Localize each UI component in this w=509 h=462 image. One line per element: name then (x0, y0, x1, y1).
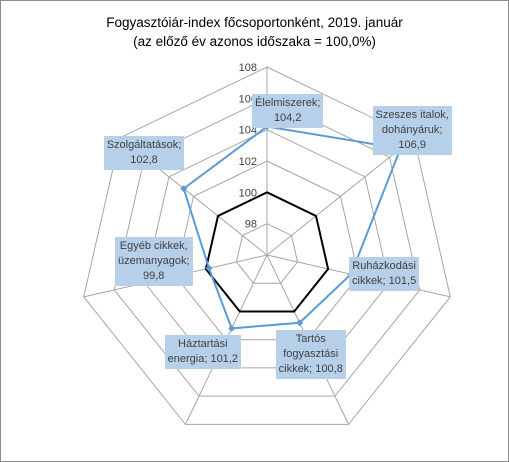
data-label-line: cikkek; 101,5 (352, 275, 417, 288)
data-label-line: Ruházkodási (352, 260, 416, 273)
data-label-line: Tartós (295, 332, 326, 345)
grid-ring (144, 129, 390, 369)
data-label-line: 99,8 (143, 270, 165, 283)
data-label: Szeszes italok, dohányáruk; 106,9 (372, 105, 452, 155)
chart-title: Fogyasztóiár-index főcsoportonként, 2019… (1, 13, 508, 51)
data-label-line: Szolgáltatások; (106, 138, 182, 151)
chart-title-line2: (az előző év azonos időszaka = 100,0%) (133, 34, 376, 49)
grid-spoke (266, 137, 415, 256)
data-label-line: fogyasztási (283, 347, 339, 360)
data-label-line: 106,9 (398, 138, 426, 151)
data-series (180, 123, 405, 332)
data-label-line: 102,8 (130, 153, 158, 166)
axis-tick-label: 108 (239, 62, 257, 74)
series-point (296, 319, 304, 327)
grid-ring (113, 97, 421, 397)
data-label: Ruházkodási cikkek; 101,5 (349, 257, 420, 292)
reference-line (204, 191, 330, 313)
data-label-line: cikkek; 100,8 (278, 362, 343, 375)
data-label-line: Szeszes italok, (375, 108, 449, 121)
axis-tick-label: 102 (239, 156, 257, 168)
data-label: Egyéb cikkek, üzemanyagok; 99,8 (114, 237, 193, 287)
data-label-line: Élelmiszerek; (255, 96, 321, 109)
chart-title-line1: Fogyasztóiár-index főcsoportonként, 2019… (106, 15, 403, 30)
data-label-line: Háztartási (178, 338, 228, 351)
data-label: Tartós fogyasztási cikkek; 100,8 (275, 329, 346, 379)
axis-tick-label: 98 (245, 219, 257, 231)
axis-tick-label: 100 (239, 187, 257, 199)
data-label-line: 104,2 (273, 111, 302, 124)
data-label-line: dohányáruk; (381, 123, 443, 136)
data-label: Szolgáltatások; 102,8 (103, 135, 185, 170)
axis-tick-label: 104 (239, 125, 257, 137)
series-point (180, 185, 188, 193)
data-label-line: Egyéb cikkek, (119, 240, 188, 253)
reference-series (204, 191, 330, 313)
grid-ring (235, 223, 299, 284)
data-label-line: energia; 101,2 (167, 353, 238, 366)
series-point (228, 324, 236, 332)
data-label: Háztartási energia; 101,2 (164, 335, 241, 370)
series-line (182, 125, 402, 330)
data-label-line: üzemanyagok; (117, 255, 190, 268)
data-label: Élelmiszerek; 104,2 (252, 93, 324, 128)
series-point (205, 264, 213, 272)
